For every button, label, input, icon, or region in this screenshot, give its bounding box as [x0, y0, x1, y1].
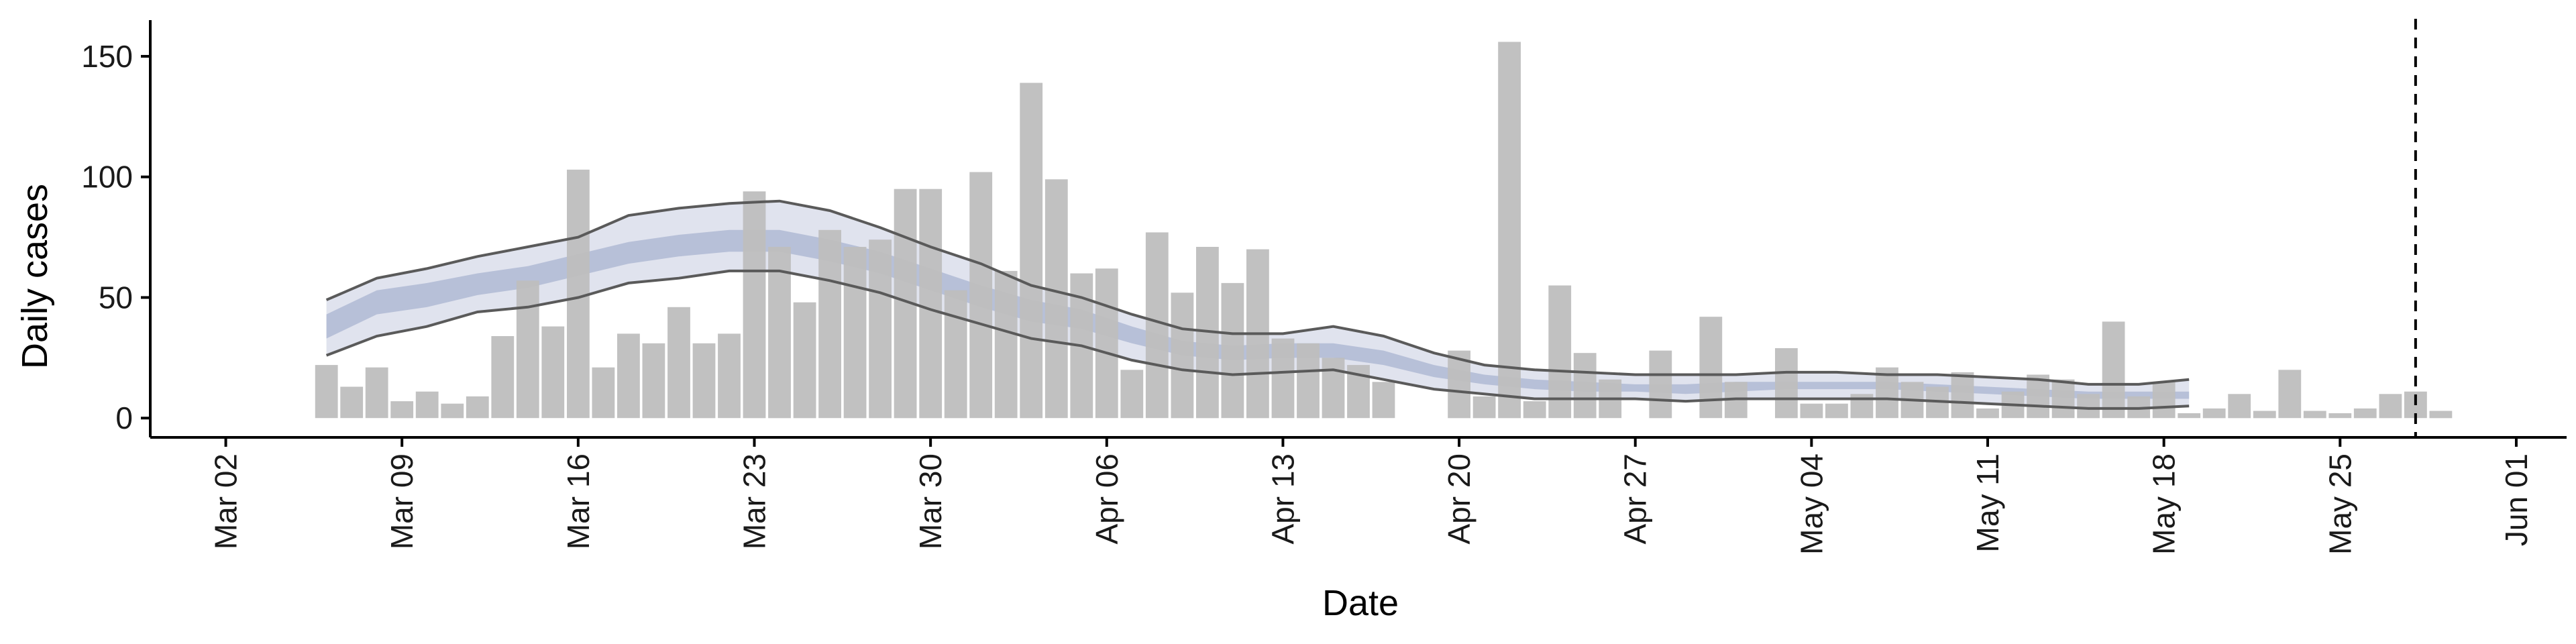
estimate-band-layer: [326, 201, 2190, 409]
daily-case-bar: [1372, 382, 1395, 419]
daily-case-bar: [919, 189, 943, 419]
daily-case-bar: [541, 326, 565, 419]
daily-case-bar: [1472, 396, 1496, 419]
daily-case-bar: [1044, 179, 1068, 419]
daily-case-bar: [1800, 403, 1823, 419]
daily-case-bar: [743, 191, 766, 419]
daily-case-bar: [969, 172, 993, 419]
y-tick-label: 50: [99, 280, 133, 315]
x-tick-label: May 18: [2147, 453, 2182, 555]
daily-case-bar: [516, 280, 539, 419]
daily-case-bar: [2202, 408, 2226, 419]
x-tick-label: Jun 01: [2499, 453, 2534, 546]
x-tick-label: May 25: [2322, 453, 2357, 555]
lower-bound-line: [325, 269, 2190, 410]
y-axis-title: Daily cases: [15, 184, 55, 369]
daily-case-bar: [1649, 350, 1672, 419]
y-tick-label: 150: [81, 39, 133, 74]
daily-case-bar: [567, 169, 590, 419]
daily-case-bar: [365, 367, 388, 419]
daily-case-bar: [1951, 372, 1974, 419]
daily-case-bar: [315, 365, 338, 419]
x-tick-label: Apr 06: [1089, 453, 1124, 545]
daily-case-bar: [793, 302, 816, 419]
daily-case-bar: [2379, 394, 2402, 419]
daily-case-bar: [2152, 382, 2176, 419]
daily-case-bar: [1020, 83, 1043, 419]
upper-bound-line: [325, 199, 2190, 386]
daily-case-bar: [2253, 411, 2276, 419]
daily-case-bar: [340, 386, 364, 419]
daily-case-bar: [2102, 321, 2125, 419]
daily-case-bar: [869, 239, 892, 419]
x-tick-label: Mar 16: [561, 453, 596, 549]
daily-case-bar: [1120, 370, 1144, 419]
daily-case-bar: [1322, 358, 1345, 419]
x-axis-title: Date: [1322, 583, 1399, 623]
daily-case-bar: [1523, 401, 1546, 419]
daily-case-bar: [2077, 394, 2100, 419]
daily-case-bar: [1976, 408, 1999, 419]
x-tick-label: Mar 09: [384, 453, 419, 549]
x-tick-label: Mar 30: [913, 453, 948, 549]
bound-lines-layer: [325, 199, 2190, 410]
daily-case-bar: [1775, 348, 1798, 419]
daily-case-bar: [768, 247, 791, 419]
daily-case-bar: [1271, 338, 1295, 419]
daily-case-bar: [1095, 268, 1118, 419]
daily-case-bar: [718, 333, 741, 419]
daily-case-bar: [2353, 408, 2377, 419]
daily-case-bar: [692, 343, 716, 419]
x-tick-label: Mar 23: [737, 453, 772, 549]
daily-case-bar: [1699, 317, 1723, 419]
daily-case-bar: [1297, 343, 1320, 419]
x-tick-label: May 11: [1970, 453, 2005, 552]
x-ticks: Mar 02 Mar 09 Mar 16 Mar 23 Mar 30 Apr 06 Apr …: [209, 437, 2534, 555]
daily-case-bar: [390, 401, 414, 419]
daily-case-bar: [1825, 403, 1848, 419]
daily-case-bar: [2178, 413, 2201, 419]
y-ticks: 0 50 100 150: [81, 39, 150, 435]
daily-case-bar: [491, 336, 515, 419]
daily-case-bar: [415, 391, 439, 419]
daily-case-bar: [2278, 370, 2302, 419]
daily-case-bar: [1221, 282, 1244, 419]
daily-case-bar: [2228, 394, 2251, 419]
daily-case-bar: [617, 333, 640, 419]
daily-case-bar: [441, 403, 464, 419]
x-tick-label: Apr 13: [1265, 453, 1300, 545]
x-tick-label: May 04: [1794, 453, 1829, 555]
daily-case-bar: [1498, 42, 1521, 419]
daily-case-bar: [642, 343, 665, 419]
daily-case-bar: [1573, 353, 1597, 419]
daily-case-bar: [2303, 411, 2326, 419]
daily-case-bar: [944, 290, 967, 419]
daily-case-bar: [2027, 374, 2049, 419]
x-tick-label: Apr 27: [1618, 453, 1653, 545]
daily-case-bar: [592, 367, 615, 419]
daily-case-bar: [667, 307, 690, 419]
daily-case-bar: [2429, 411, 2453, 419]
daily-case-bar: [1145, 232, 1169, 419]
x-tick-label: Mar 02: [209, 453, 244, 549]
y-tick-label: 100: [81, 160, 133, 195]
daily-case-bar: [2051, 379, 2075, 419]
daily-case-bar: [2328, 413, 2352, 419]
x-tick-label: Apr 20: [1442, 453, 1477, 545]
daily-case-bar: [843, 247, 867, 419]
daily-case-bar: [1171, 292, 1194, 419]
daily-case-bar: [466, 396, 489, 419]
y-tick-label: 0: [115, 400, 133, 435]
daily-case-bar: [818, 229, 841, 419]
daily-case-bar: [1548, 285, 1572, 419]
daily-case-bar: [994, 270, 1018, 419]
